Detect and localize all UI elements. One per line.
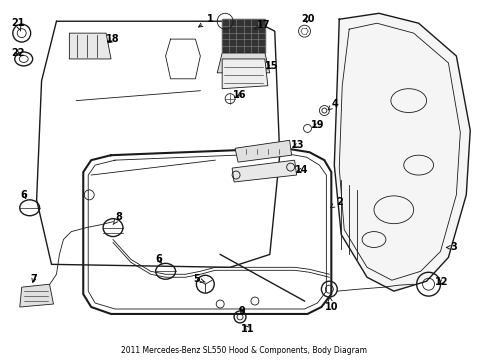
Polygon shape bbox=[217, 53, 269, 73]
Text: 21: 21 bbox=[11, 18, 24, 31]
Text: 6: 6 bbox=[20, 190, 27, 200]
Text: 7: 7 bbox=[30, 274, 37, 284]
Polygon shape bbox=[222, 19, 264, 53]
Text: 16: 16 bbox=[233, 90, 246, 100]
Text: 22: 22 bbox=[11, 48, 24, 58]
Text: 11: 11 bbox=[241, 324, 254, 334]
Text: 13: 13 bbox=[290, 140, 304, 150]
Polygon shape bbox=[232, 160, 296, 182]
Polygon shape bbox=[235, 140, 291, 162]
Text: 12: 12 bbox=[434, 277, 447, 287]
Text: 10: 10 bbox=[324, 297, 337, 312]
Text: 17: 17 bbox=[254, 20, 270, 30]
Text: 15: 15 bbox=[264, 61, 278, 71]
Text: 2011 Mercedes-Benz SL550 Hood & Components, Body Diagram: 2011 Mercedes-Benz SL550 Hood & Componen… bbox=[121, 346, 366, 355]
Text: 4: 4 bbox=[327, 99, 338, 110]
Text: 9: 9 bbox=[238, 306, 245, 316]
Text: 1: 1 bbox=[198, 14, 213, 27]
Text: 5: 5 bbox=[193, 274, 205, 284]
Text: 14: 14 bbox=[294, 165, 307, 175]
Polygon shape bbox=[222, 59, 267, 89]
Text: 6: 6 bbox=[155, 255, 162, 264]
Text: 19: 19 bbox=[310, 121, 324, 130]
Text: 20: 20 bbox=[300, 14, 314, 24]
Text: 3: 3 bbox=[446, 243, 456, 252]
Polygon shape bbox=[69, 33, 111, 59]
Text: 2: 2 bbox=[330, 197, 342, 208]
Text: 18: 18 bbox=[106, 34, 120, 44]
Polygon shape bbox=[334, 13, 469, 291]
Text: 8: 8 bbox=[113, 212, 122, 225]
Polygon shape bbox=[20, 284, 53, 307]
